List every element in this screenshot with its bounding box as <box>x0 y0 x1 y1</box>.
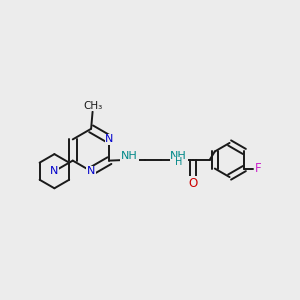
Text: CH₃: CH₃ <box>83 101 102 111</box>
Text: NH: NH <box>170 151 187 160</box>
Text: NH: NH <box>121 152 138 161</box>
Text: H: H <box>175 158 182 167</box>
Text: O: O <box>189 177 198 190</box>
Text: F: F <box>255 162 261 175</box>
Text: N: N <box>87 166 95 176</box>
Text: N: N <box>105 134 114 144</box>
Text: N: N <box>50 166 58 176</box>
